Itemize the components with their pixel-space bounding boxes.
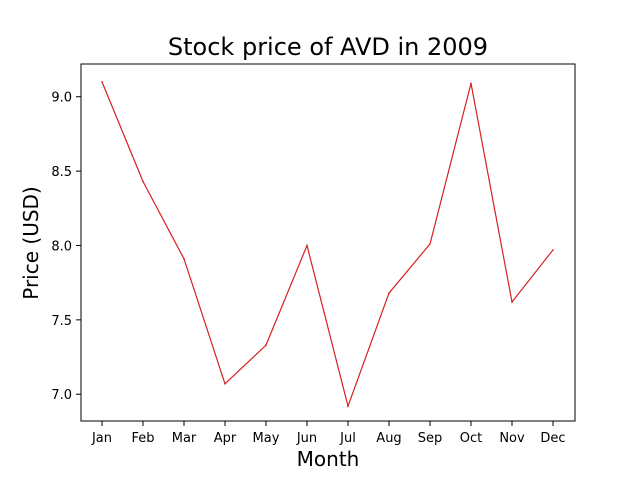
- x-axis-label: Month: [297, 447, 360, 471]
- data-point-nov: [511, 301, 513, 303]
- data-point-aug: [388, 292, 390, 294]
- y-tick-label-4: 9.0: [51, 91, 72, 106]
- y-tick-label-0: 7.0: [51, 388, 72, 403]
- y-tick-label-1: 7.5: [51, 314, 72, 329]
- y-tick-label-2: 8.0: [51, 239, 72, 254]
- x-tick-label-dec: Dec: [540, 431, 565, 446]
- x-tick-label-mar: Mar: [172, 431, 197, 446]
- data-point-jan: [101, 81, 103, 83]
- x-tick-label-apr: Apr: [214, 431, 237, 446]
- data-point-mar: [183, 258, 185, 260]
- price-series-line: [102, 82, 553, 406]
- ticks-layer: Jan Feb Mar Apr May Jun Jul Aug Sep Oct Nov Dec 7.0 7…: [51, 91, 565, 446]
- data-point-dec: [552, 249, 554, 251]
- x-tick-label-jan: Jan: [91, 431, 112, 446]
- data-point-sep: [429, 243, 431, 245]
- data-point-jun: [306, 245, 308, 247]
- x-tick-label-jul: Jul: [339, 431, 356, 446]
- y-axis-label: Price (USD): [19, 186, 43, 300]
- y-tick-label-3: 8.5: [51, 165, 72, 180]
- data-point-may: [265, 344, 267, 346]
- chart-title: Stock price of AVD in 2009: [168, 33, 488, 61]
- x-tick-label-sep: Sep: [418, 431, 443, 446]
- x-tick-label-may: May: [253, 431, 280, 446]
- x-tick-label-oct: Oct: [460, 431, 482, 446]
- data-point-feb: [142, 181, 144, 183]
- series-layer: [101, 81, 554, 407]
- data-point-jul: [347, 405, 349, 407]
- x-tick-label-aug: Aug: [376, 431, 401, 446]
- x-tick-label-feb: Feb: [131, 431, 154, 446]
- data-point-apr: [224, 383, 226, 385]
- x-tick-label-jun: Jun: [296, 431, 317, 446]
- data-point-oct: [470, 83, 472, 85]
- x-tick-label-nov: Nov: [499, 431, 525, 446]
